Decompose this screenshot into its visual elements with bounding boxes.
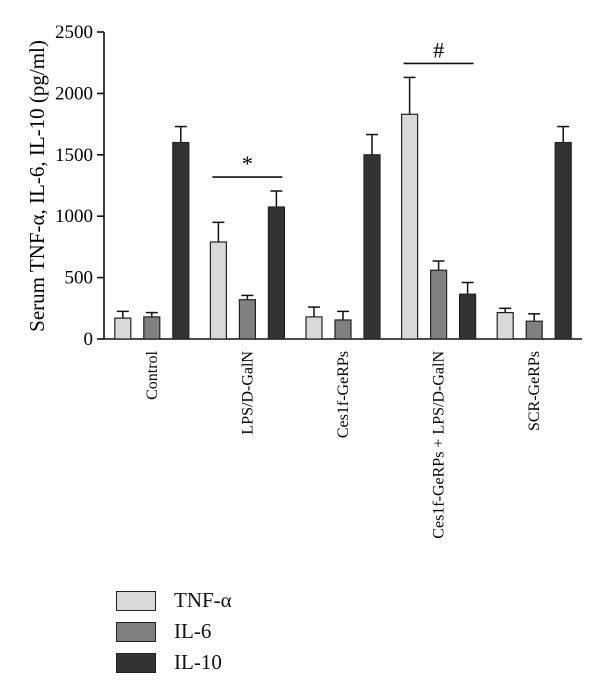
x-tick-label: Control — [144, 350, 161, 399]
legend-item-il-10: IL-10 — [116, 647, 232, 678]
bar-il-10-ces1f-gerps-lps-d-galn — [459, 293, 477, 340]
y-axis-label: Serum TNF-α, IL-6, IL-10 (pg/ml) — [25, 40, 49, 332]
bar-il-6-ces1f-gerps-lps-d-galn — [430, 269, 448, 340]
x-tick-label: SCR-GeRPs — [526, 351, 543, 431]
legend: TNF-α IL-6 IL-10 — [116, 585, 232, 678]
bar-il-10-ces1f-gerps — [363, 154, 381, 340]
x-tick-label: Ces1f-GeRPs + LPS/D-GalN — [431, 351, 448, 539]
bar-chart: Serum TNF-α, IL-6, IL-10 (pg/ml) 0 500 100… — [25, 22, 582, 539]
y-tick-label: 500 — [65, 268, 94, 289]
bar-il-6-lps-d-galn — [238, 299, 256, 340]
bar-il-10-lps-d-galn — [267, 206, 285, 340]
legend-swatch-il-10 — [116, 652, 156, 673]
y-tick-label: 1500 — [55, 145, 93, 166]
y-tick-label: 2000 — [55, 83, 93, 104]
bar-tnf-alpha-lps-d-galn — [209, 241, 227, 340]
y-tick-label: 2500 — [55, 22, 93, 43]
y-tick-label: 0 — [84, 329, 94, 350]
x-tick-label: Ces1f-GeRPs — [335, 351, 352, 438]
legend-item-tnf-alpha: TNF-α — [116, 585, 232, 616]
x-tick-label: LPS/D-GalN — [239, 351, 256, 435]
bar-il-6-ces1f-gerps — [334, 319, 352, 340]
legend-label-tnf-alpha: TNF-α — [174, 588, 232, 612]
bar-tnf-alpha-ces1f-gerps — [305, 316, 323, 340]
bar-il-6-scr-gerps — [525, 320, 543, 340]
bar-tnf-alpha-ces1f-gerps-lps-d-galn — [401, 113, 419, 340]
significance-marker: * — [242, 151, 253, 176]
plot-area: 0 500 1000 1500 2000 2500 Control LPS/D-GalN Ces… — [55, 22, 582, 539]
legend-item-il-6: IL-6 — [116, 616, 232, 647]
bar-il-10-control — [172, 141, 190, 340]
y-tick-label: 1000 — [55, 206, 93, 227]
legend-swatch-il-6 — [116, 621, 156, 642]
significance-marker: # — [433, 37, 444, 62]
bar-il-6-control — [143, 316, 161, 340]
legend-swatch-tnf-alpha — [116, 590, 156, 611]
bar-tnf-alpha-control — [114, 317, 132, 340]
legend-label-il-10: IL-10 — [174, 650, 222, 674]
bar-il-10-scr-gerps — [554, 141, 572, 340]
legend-label-il-6: IL-6 — [174, 619, 212, 643]
bar-tnf-alpha-scr-gerps — [496, 311, 514, 340]
